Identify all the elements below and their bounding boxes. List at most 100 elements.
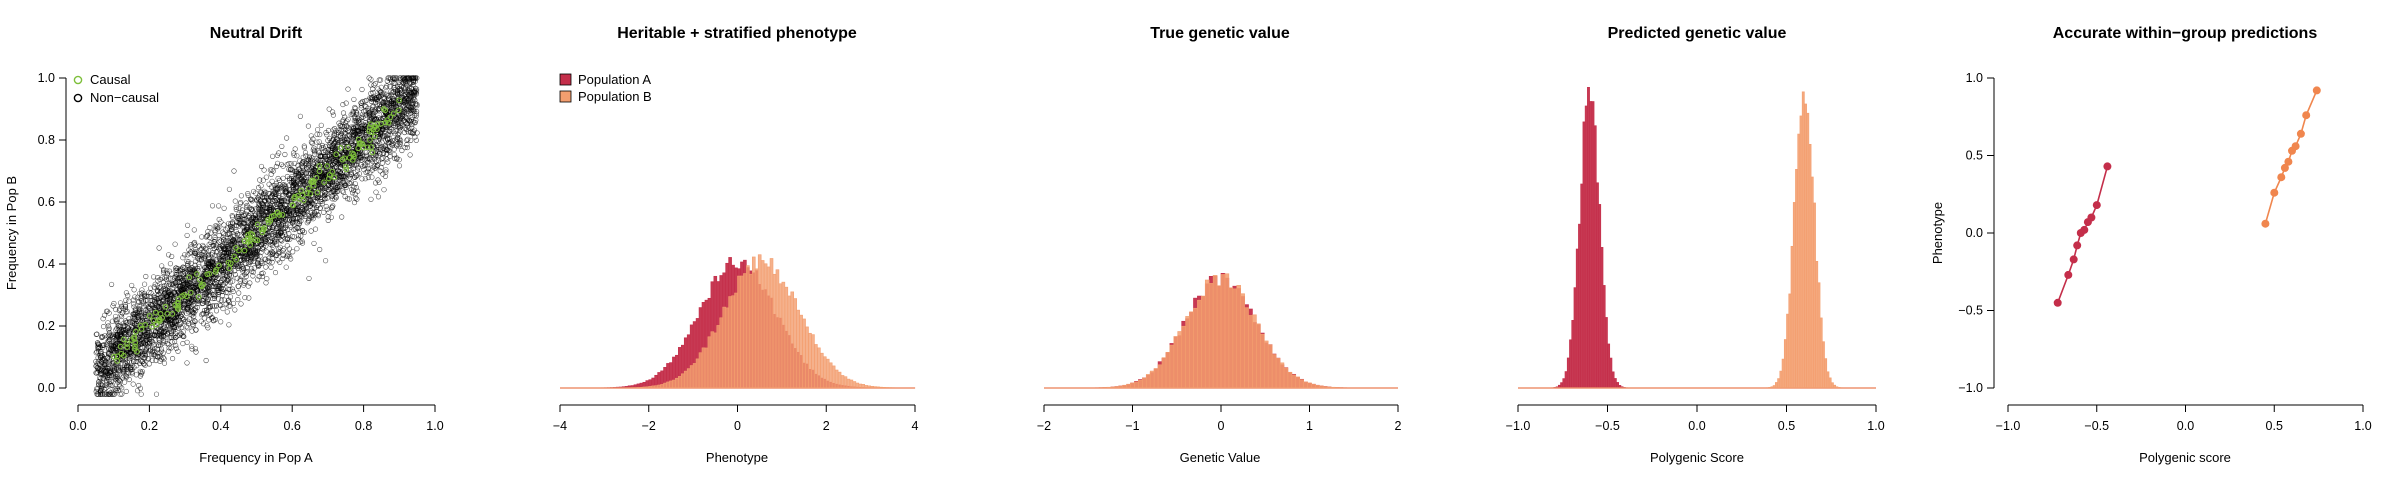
noncausal-point (371, 82, 377, 88)
noncausal-point (342, 114, 348, 120)
noncausal-point (225, 276, 231, 282)
noncausal-point (183, 285, 189, 292)
noncausal-point (248, 243, 254, 249)
histogram-bar (843, 376, 848, 389)
histogram-bar (695, 358, 700, 389)
noncausal-point (206, 251, 212, 257)
noncausal-point (237, 221, 243, 227)
noncausal-point (270, 168, 276, 174)
noncausal-point (318, 186, 324, 192)
noncausal-point (318, 122, 324, 128)
noncausal-point (182, 252, 188, 258)
histogram-bar (704, 347, 709, 389)
noncausal-point (114, 326, 120, 332)
noncausal-point (368, 96, 374, 102)
noncausal-point (189, 303, 195, 310)
histogram-bar (784, 286, 789, 389)
noncausal-point (123, 290, 129, 296)
noncausal-point (113, 377, 119, 383)
noncausal-point (385, 132, 391, 138)
noncausal-point (364, 157, 370, 163)
noncausal-point (323, 172, 329, 178)
noncausal-point (203, 277, 209, 283)
noncausal-point (384, 83, 390, 89)
noncausal-point (202, 252, 208, 258)
noncausal-point (333, 131, 339, 137)
x-tick-label: 1.0 (426, 419, 443, 433)
noncausal-point (169, 329, 175, 335)
histogram-bar (701, 347, 706, 389)
noncausal-point (270, 153, 276, 159)
legend-noncausal-label: Non−causal (90, 90, 159, 105)
noncausal-point (375, 86, 381, 92)
noncausal-point (215, 292, 221, 298)
noncausal-point (101, 362, 108, 368)
noncausal-point (249, 206, 255, 212)
noncausal-point (260, 177, 266, 183)
causal-point (179, 293, 185, 299)
causal-point (368, 144, 375, 150)
histogram-bar (707, 336, 712, 389)
noncausal-point (158, 348, 164, 354)
histogram-bar (825, 358, 830, 389)
causal-point (131, 336, 137, 342)
noncausal-point (288, 196, 294, 202)
noncausal-point (280, 175, 286, 181)
noncausal-point (226, 322, 232, 328)
noncausal-point (332, 165, 338, 171)
noncausal-point (102, 333, 108, 339)
noncausal-point (169, 253, 175, 259)
histogram-bar (808, 332, 812, 389)
noncausal-point (234, 275, 240, 281)
histogram-bar (772, 273, 777, 389)
noncausal-point (401, 109, 407, 115)
noncausal-point (410, 119, 416, 125)
noncausal-point (360, 152, 366, 158)
noncausal-point (298, 233, 304, 239)
noncausal-point (355, 158, 361, 164)
noncausal-point (180, 264, 186, 270)
noncausal-point (200, 242, 206, 248)
histogram-bar (793, 298, 797, 389)
noncausal-point (224, 244, 231, 250)
noncausal-point (181, 281, 187, 287)
noncausal-point (126, 329, 132, 335)
noncausal-point (305, 163, 311, 169)
noncausal-point (352, 181, 358, 187)
noncausal-point (94, 340, 101, 346)
noncausal-point (238, 199, 244, 206)
causal-point (111, 353, 117, 360)
noncausal-point (149, 349, 155, 355)
noncausal-point (342, 180, 348, 186)
noncausal-point (376, 179, 382, 185)
noncausal-point (341, 175, 348, 181)
noncausal-point (245, 192, 251, 198)
noncausal-point (184, 339, 190, 345)
histogram-bar (710, 331, 715, 389)
noncausal-point (373, 189, 379, 195)
noncausal-point (150, 348, 156, 354)
y-tick-label: 0.2 (38, 319, 55, 333)
causal-point (385, 119, 392, 126)
causal-point (156, 316, 163, 323)
noncausal-point (405, 129, 411, 135)
noncausal-point (98, 359, 105, 365)
causal-point (226, 265, 233, 272)
noncausal-point (404, 142, 410, 148)
noncausal-point (384, 151, 390, 157)
causal-point (371, 124, 378, 130)
noncausal-point (334, 160, 340, 166)
noncausal-point (209, 250, 216, 256)
noncausal-point (396, 163, 403, 169)
noncausal-point (299, 163, 305, 169)
noncausal-point (246, 259, 252, 265)
noncausal-point (309, 155, 315, 161)
causal-point (316, 163, 323, 169)
noncausal-point (159, 263, 165, 269)
causal-point (367, 121, 374, 128)
noncausal-point (400, 104, 406, 110)
noncausal-point (127, 359, 133, 365)
noncausal-point (123, 309, 129, 315)
noncausal-point (114, 385, 120, 392)
noncausal-point (173, 265, 179, 271)
